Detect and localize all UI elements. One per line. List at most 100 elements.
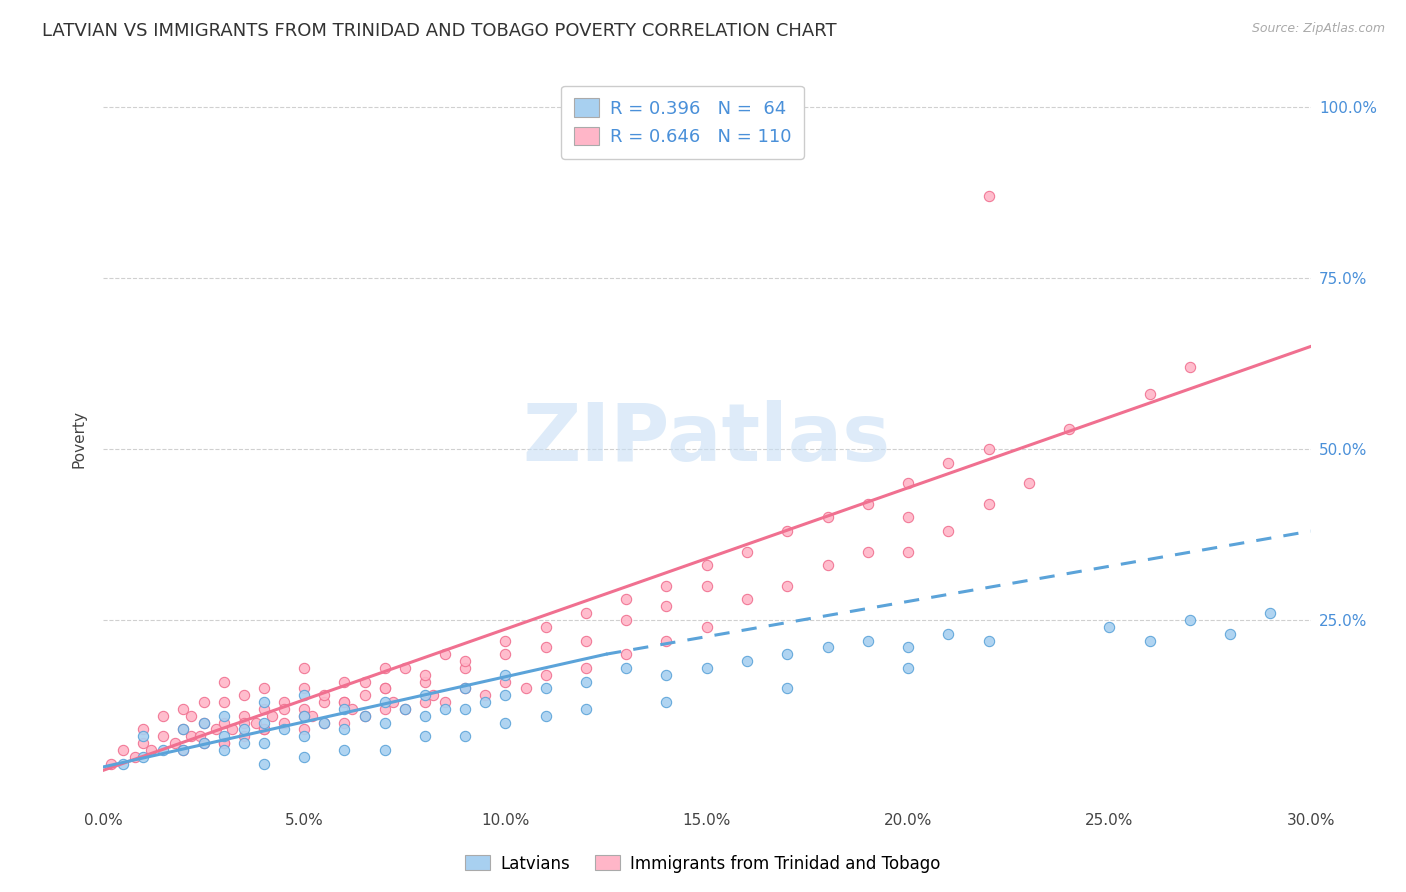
Point [212, 736, 235, 750]
Point [381, 695, 404, 709]
Point [696, 620, 718, 634]
Point [374, 695, 396, 709]
Point [221, 723, 243, 737]
Legend: R = 0.396   N =  64, R = 0.646   N = 110: R = 0.396 N = 64, R = 0.646 N = 110 [561, 86, 804, 159]
Point [422, 688, 444, 702]
Text: Source: ZipAtlas.com: Source: ZipAtlas.com [1251, 22, 1385, 36]
Point [776, 524, 799, 538]
Point [534, 620, 557, 634]
Point [193, 715, 215, 730]
Point [253, 695, 276, 709]
Point [253, 702, 276, 716]
Point [434, 695, 457, 709]
Point [1098, 620, 1121, 634]
Point [292, 661, 315, 675]
Point [212, 715, 235, 730]
Point [314, 715, 336, 730]
Point [353, 688, 375, 702]
Point [152, 708, 174, 723]
Point [253, 723, 276, 737]
Point [212, 736, 235, 750]
Point [132, 736, 155, 750]
Point [1178, 359, 1201, 374]
Point [454, 654, 477, 668]
Point [273, 702, 295, 716]
Point [495, 674, 517, 689]
Point [1219, 626, 1241, 640]
Point [936, 626, 959, 640]
Point [977, 497, 1000, 511]
Point [333, 695, 356, 709]
Point [394, 702, 416, 716]
Point [193, 736, 215, 750]
Point [333, 695, 356, 709]
Point [655, 633, 678, 648]
Point [655, 599, 678, 614]
Point [655, 667, 678, 681]
Point [1139, 387, 1161, 401]
Point [292, 723, 315, 737]
Point [614, 613, 637, 627]
Point [112, 743, 135, 757]
Point [172, 743, 194, 757]
Text: LATVIAN VS IMMIGRANTS FROM TRINIDAD AND TOBAGO POVERTY CORRELATION CHART: LATVIAN VS IMMIGRANTS FROM TRINIDAD AND … [42, 22, 837, 40]
Point [776, 681, 799, 696]
Legend: Latvians, Immigrants from Trinidad and Tobago: Latvians, Immigrants from Trinidad and T… [458, 848, 948, 880]
Y-axis label: Poverty: Poverty [72, 409, 86, 467]
Point [534, 708, 557, 723]
Point [314, 695, 336, 709]
Point [534, 640, 557, 655]
Point [253, 723, 276, 737]
Point [614, 647, 637, 661]
Point [100, 756, 122, 771]
Point [696, 579, 718, 593]
Point [696, 558, 718, 573]
Point [413, 688, 436, 702]
Point [413, 708, 436, 723]
Point [614, 592, 637, 607]
Point [655, 579, 678, 593]
Point [124, 749, 146, 764]
Point [495, 647, 517, 661]
Point [495, 633, 517, 648]
Point [180, 729, 202, 743]
Point [575, 674, 598, 689]
Point [172, 723, 194, 737]
Point [333, 743, 356, 757]
Point [534, 681, 557, 696]
Point [374, 702, 396, 716]
Point [253, 715, 276, 730]
Point [353, 674, 375, 689]
Point [314, 688, 336, 702]
Point [413, 729, 436, 743]
Point [575, 661, 598, 675]
Point [333, 702, 356, 716]
Point [212, 729, 235, 743]
Point [897, 510, 920, 524]
Point [342, 702, 364, 716]
Point [374, 715, 396, 730]
Point [132, 749, 155, 764]
Point [856, 497, 879, 511]
Point [495, 715, 517, 730]
Point [936, 456, 959, 470]
Point [817, 640, 839, 655]
Point [333, 723, 356, 737]
Point [193, 695, 215, 709]
Point [614, 661, 637, 675]
Point [977, 442, 1000, 456]
Point [1260, 606, 1282, 620]
Point [454, 729, 477, 743]
Point [454, 681, 477, 696]
Point [936, 524, 959, 538]
Text: ZIPatlas: ZIPatlas [523, 400, 891, 478]
Point [776, 647, 799, 661]
Point [897, 640, 920, 655]
Point [474, 695, 496, 709]
Point [273, 695, 295, 709]
Point [212, 695, 235, 709]
Point [474, 688, 496, 702]
Point [152, 743, 174, 757]
Point [1057, 421, 1080, 435]
Point [655, 695, 678, 709]
